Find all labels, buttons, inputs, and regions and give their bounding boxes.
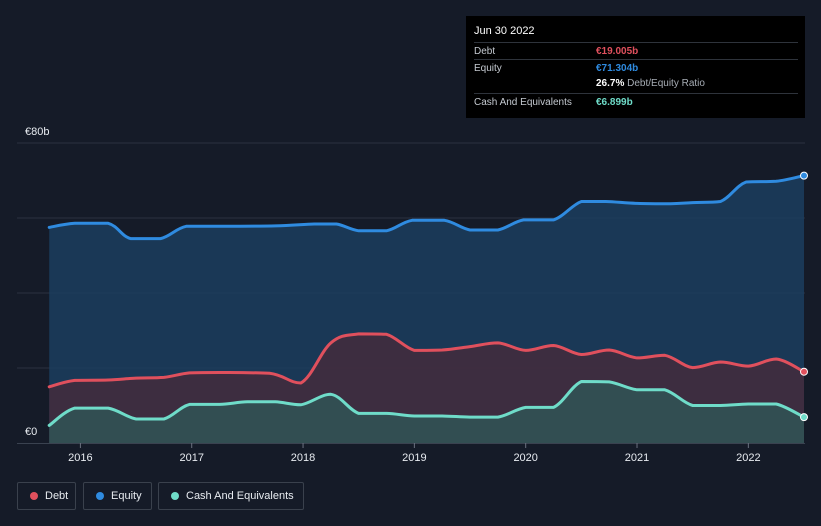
- tooltip-debt-label: Debt: [474, 46, 496, 57]
- tooltip-ratio-label: Debt/Equity Ratio: [627, 78, 705, 89]
- area-cash-and-equivalents: [49, 381, 804, 443]
- legend-label-equity: Equity: [111, 490, 142, 502]
- end-markers: [800, 171, 808, 422]
- tooltip-equity-label: Equity: [474, 63, 502, 74]
- legend-dot-cash: [171, 492, 179, 500]
- legend-item-cash[interactable]: Cash And Equivalents: [158, 482, 304, 510]
- legend-label-debt: Debt: [45, 490, 69, 502]
- tooltip-cash-value: €6.899b: [596, 97, 633, 108]
- x-tick-label-2016: 2016: [68, 452, 92, 464]
- x-tick-label-2019: 2019: [402, 452, 426, 464]
- y-tick-label-top: €80b: [25, 126, 49, 138]
- tooltip-ratio-value: 26.7%: [596, 78, 625, 89]
- tooltip-row-cash: Cash And Equivalents €6.899b: [474, 93, 798, 111]
- tooltip-row-equity: Equity €71.304b: [474, 59, 798, 77]
- marker-debt: [800, 367, 808, 376]
- legend-label-cash: Cash And Equivalents: [186, 490, 294, 502]
- tooltip-debt-value: €19.005b: [596, 46, 639, 57]
- tooltip-row-debt: Debt €19.005b: [474, 42, 798, 60]
- axes: €80b €0 2016 2017 2018 2019 2020 2021 2022: [17, 126, 805, 464]
- tooltip-equity-value: €71.304b: [596, 63, 639, 74]
- line-debt: [47, 332, 806, 389]
- marker-cash-and-equivalents: [800, 413, 808, 422]
- line-equity: [47, 174, 806, 241]
- tooltip: Jun 30 2022 Debt €19.005b Equity €71.304…: [466, 16, 805, 118]
- tooltip-row-ratio: 26.7% Debt/Equity Ratio: [474, 76, 798, 93]
- x-tick-label-2018: 2018: [291, 452, 315, 464]
- tooltip-ratio: 26.7% Debt/Equity Ratio: [596, 78, 705, 89]
- legend-dot-debt: [30, 492, 38, 500]
- x-tick-label-2017: 2017: [179, 452, 203, 464]
- legend-item-equity[interactable]: Equity: [83, 482, 152, 510]
- tooltip-date: Jun 30 2022: [474, 25, 535, 37]
- legend-dot-equity: [96, 492, 104, 500]
- marker-equity: [800, 171, 808, 180]
- tooltip-cash-label: Cash And Equivalents: [474, 97, 572, 108]
- legend-item-debt[interactable]: Debt: [17, 482, 76, 510]
- series-areas: [49, 175, 804, 443]
- x-tick-label-2021: 2021: [625, 452, 649, 464]
- series-lines: [47, 174, 806, 427]
- line-cash-and-equivalents: [47, 380, 806, 427]
- x-tick-label-2022: 2022: [736, 452, 760, 464]
- y-tick-label-bottom: €0: [25, 426, 37, 438]
- x-tick-label-2020: 2020: [513, 452, 537, 464]
